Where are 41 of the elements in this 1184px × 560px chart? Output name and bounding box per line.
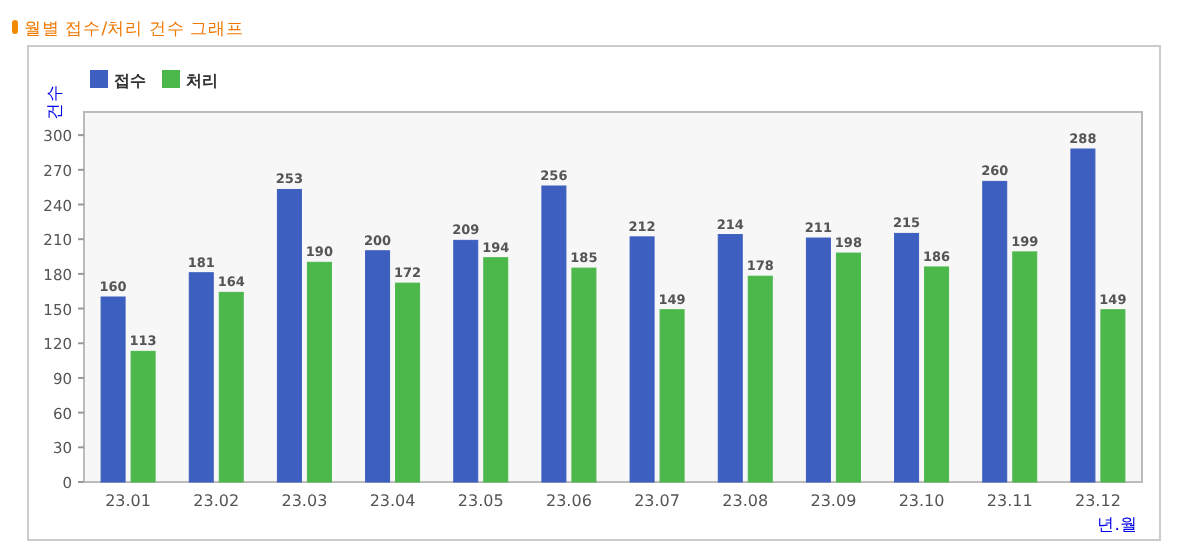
- bar: [805, 237, 831, 483]
- bar: [306, 261, 332, 483]
- bar: [835, 252, 861, 483]
- bar: [717, 234, 743, 483]
- bar: [276, 188, 302, 483]
- x-tick-label: 23.12: [1075, 492, 1121, 510]
- x-tick-label: 23.09: [810, 492, 857, 510]
- legend-label: 처리: [186, 72, 218, 90]
- x-tick-label: 23.11: [986, 492, 1033, 510]
- chart-title: 월별 접수/처리 건수 그래프: [24, 20, 244, 40]
- x-tick-label: 23.10: [898, 492, 945, 510]
- bar: [747, 275, 773, 483]
- y-axis-title: 건수: [46, 84, 66, 120]
- x-axis-title: 년.월: [1096, 516, 1138, 536]
- bar: [100, 296, 126, 483]
- bar: [453, 239, 479, 483]
- bar: [395, 282, 421, 483]
- bar: [1012, 251, 1038, 483]
- bar: [924, 266, 950, 483]
- x-tick-label: 23.05: [457, 492, 504, 510]
- x-tick-label: 23.08: [722, 492, 769, 510]
- legend-label: 접수: [114, 72, 146, 90]
- bar: [629, 236, 655, 483]
- bar: [541, 185, 567, 483]
- bar: [130, 350, 156, 483]
- x-tick-label: 23.06: [546, 492, 592, 510]
- bar: [365, 250, 391, 483]
- x-tick-label: 23.04: [369, 492, 416, 510]
- x-tick-label: 23.07: [634, 492, 680, 510]
- x-tick-label: 23.01: [105, 492, 151, 510]
- bar: [483, 257, 509, 483]
- bar: [1070, 148, 1096, 483]
- x-tick-label: 23.02: [193, 492, 240, 510]
- bar: [982, 180, 1008, 483]
- bar: [659, 309, 685, 483]
- bar: [571, 267, 597, 483]
- x-tick-label: 23.03: [281, 492, 328, 510]
- bar: [218, 291, 244, 483]
- bar: [188, 272, 214, 483]
- bar: [1100, 309, 1126, 483]
- bar: [894, 232, 920, 483]
